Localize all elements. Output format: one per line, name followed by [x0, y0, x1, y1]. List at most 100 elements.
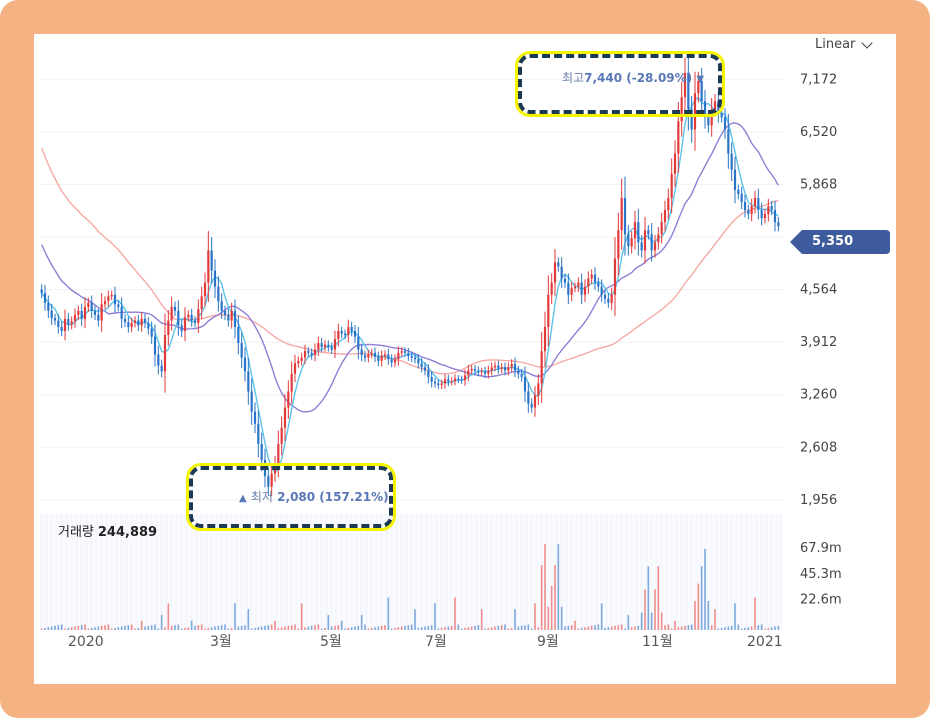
candle: [680, 81, 683, 137]
candle: [340, 326, 343, 338]
candle-body: [497, 365, 500, 369]
volume-bar: [614, 625, 616, 630]
candle: [93, 305, 97, 321]
candle-body: [327, 344, 330, 348]
candle-body: [513, 364, 517, 371]
volume-bar: [574, 620, 576, 630]
volume-bar: [617, 625, 620, 630]
candle: [490, 362, 493, 376]
candle-body: [567, 282, 570, 295]
candle-body: [100, 304, 103, 321]
volume-bar: [307, 626, 310, 630]
price-tick-label: 7,172: [800, 72, 837, 87]
candle: [407, 347, 410, 361]
volume-bar: [134, 628, 136, 630]
candle: [527, 382, 530, 413]
candle: [320, 337, 323, 353]
price-tick-label: 3,912: [800, 335, 837, 350]
candle: [743, 194, 747, 218]
volume-bar: [680, 626, 683, 630]
candle-body: [547, 294, 550, 327]
volume-bar: [487, 627, 490, 630]
candle-body: [197, 309, 200, 323]
candle-body: [177, 310, 180, 326]
volume-bar: [490, 627, 493, 630]
candle-body: [523, 376, 527, 392]
candle: [40, 284, 43, 299]
candle: [200, 286, 203, 319]
candle: [510, 359, 513, 373]
candle-body: [367, 354, 370, 358]
candle-body: [773, 210, 777, 223]
volume-bar: [734, 603, 736, 630]
candle: [447, 374, 450, 387]
candle: [143, 313, 147, 329]
candle: [183, 307, 187, 342]
candle: [387, 348, 390, 365]
candle-body: [133, 320, 137, 323]
candle-body: [207, 250, 210, 283]
price-tick-label: 4,564: [800, 283, 837, 298]
candle-body: [227, 314, 230, 321]
candle: [107, 290, 110, 307]
candle-body: [347, 326, 350, 336]
candle-body: [467, 370, 470, 376]
scale-selector[interactable]: Linear: [815, 36, 874, 52]
candle: [327, 340, 330, 352]
candle-body: [690, 109, 693, 130]
volume-bar: [187, 627, 190, 630]
candle: [560, 257, 563, 288]
candle: [397, 346, 400, 366]
candle: [123, 314, 127, 327]
volume-bar: [110, 628, 113, 630]
volume-bar: [500, 625, 503, 630]
volume-bar: [300, 603, 303, 630]
candle-body: [83, 306, 87, 319]
candle-body: [143, 318, 147, 323]
candle-body: [623, 197, 627, 235]
volume-bar: [234, 603, 236, 630]
candle-body: [360, 349, 363, 356]
candle-body: [727, 129, 730, 154]
volume-bar: [750, 626, 753, 630]
volume-bar: [517, 626, 520, 630]
candle-body: [453, 378, 457, 381]
volume-bar: [564, 626, 566, 630]
candle: [497, 360, 500, 374]
candle-body: [300, 357, 303, 361]
candle: [103, 296, 107, 310]
candle-body: [510, 364, 513, 368]
volume-bar: [160, 614, 163, 630]
volume-bar: [480, 609, 483, 630]
candle-body: [740, 193, 743, 202]
volume-bar: [107, 624, 110, 630]
volume-bar: [144, 626, 146, 630]
ma60-line: [41, 147, 779, 375]
candle: [73, 308, 77, 328]
candle-body: [350, 326, 353, 332]
volume-bar: [607, 627, 610, 630]
candle: [520, 368, 523, 382]
candle-body: [663, 210, 667, 223]
candle-body: [730, 153, 733, 170]
candle: [287, 380, 290, 419]
price-tick-label: 2,608: [800, 440, 837, 455]
candle: [630, 231, 633, 254]
volume-bar: [527, 624, 530, 630]
candle: [540, 331, 543, 403]
candle-body: [117, 304, 120, 307]
ma5-line: [41, 96, 779, 474]
volume-bar: [360, 614, 363, 630]
candle-body: [77, 310, 80, 315]
candle-body: [637, 222, 640, 243]
volume-bar: [710, 625, 713, 630]
candle-body: [413, 357, 417, 360]
volume-bar: [60, 624, 63, 630]
candle-body: [280, 427, 283, 444]
candle-body: [587, 278, 590, 287]
volume-bar: [407, 625, 410, 630]
volume-bar: [744, 627, 746, 630]
volume-bar: [390, 628, 393, 630]
volume-bar: [687, 625, 690, 630]
